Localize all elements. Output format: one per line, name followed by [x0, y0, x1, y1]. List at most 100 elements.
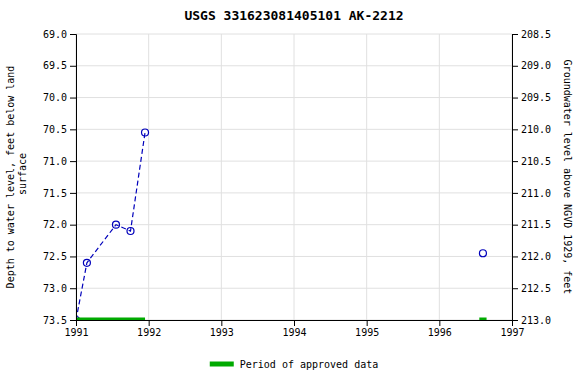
grid-line-x: [221, 34, 222, 320]
tick: 211.0: [512, 188, 551, 199]
grid-line-x: [294, 34, 295, 320]
tick-mark: [512, 256, 518, 257]
tick-mark: [70, 98, 76, 99]
tick-mark: [439, 320, 440, 326]
tick-label: 73.0: [43, 283, 67, 294]
tick: 72.0: [43, 219, 76, 230]
tick-label: 72.0: [43, 219, 67, 230]
tick-label: 1992: [137, 327, 161, 338]
tick-label: 1993: [210, 327, 234, 338]
tick: 213.0: [512, 315, 551, 326]
tick: 1991: [64, 320, 88, 338]
tick: 69.5: [43, 60, 76, 71]
series-point: [83, 259, 90, 266]
axis-line: [70, 35, 77, 321]
tick: 209.0: [512, 60, 551, 71]
tick-mark: [221, 320, 222, 326]
series-point: [479, 250, 486, 257]
tick-mark: [512, 161, 518, 162]
grid-line-x: [366, 34, 367, 320]
grid-line-y: [76, 97, 512, 98]
axis-line: [77, 321, 513, 327]
tick: 70.0: [43, 92, 76, 103]
tick: 70.5: [43, 124, 76, 135]
tick: 211.5: [512, 219, 551, 230]
grid-line-y: [76, 65, 512, 66]
approved-bar: [479, 318, 486, 321]
grid-line-y: [76, 288, 512, 289]
tick-label: 212.5: [521, 283, 551, 294]
tick: 1996: [428, 320, 452, 338]
tick-mark: [70, 129, 76, 130]
tick-label: 212.0: [521, 251, 551, 262]
legend: Period of approved data: [210, 359, 378, 370]
y2-axis-label: Groundwater level above NGVD 1929, feet: [562, 60, 573, 295]
series-point: [142, 129, 149, 136]
tick-mark: [294, 320, 295, 326]
tick-label: 69.0: [43, 29, 67, 40]
tick-mark: [70, 288, 76, 289]
tick: 210.5: [512, 156, 551, 167]
series-point: [112, 221, 119, 228]
plot-area: 1991 1992 1993 1994 1995 1996 1997 69.0 69.5 70.0…: [5, 29, 573, 338]
legend-swatch: [210, 362, 234, 367]
tick-label: 211.5: [521, 219, 551, 230]
tick-label: 208.5: [521, 29, 551, 40]
tick: 71.5: [43, 188, 76, 199]
tick-mark: [367, 320, 368, 326]
tick: 209.5: [512, 92, 551, 103]
marks: [76, 129, 487, 320]
tick-mark: [70, 193, 76, 194]
tick: 71.0: [43, 156, 76, 167]
tick-label: 1991: [64, 327, 88, 338]
tick-label: 213.0: [521, 315, 551, 326]
y2-axis: 213.0 212.5 212.0 211.5 211.0 210.5 210.0 209.5…: [512, 29, 551, 326]
tick-mark: [512, 320, 518, 321]
tick-mark: [70, 256, 76, 257]
chart: 1991 1992 1993 1994 1995 1996 1997 69.0 69.5 70.0…: [0, 0, 576, 384]
tick: 1995: [355, 320, 379, 338]
tick-label: 72.5: [43, 251, 67, 262]
tick-mark: [70, 34, 76, 35]
grid-line-y: [76, 192, 512, 193]
tick: 73.0: [43, 283, 76, 294]
series-point: [127, 228, 134, 235]
tick-mark: [512, 288, 518, 289]
tick-label: 70.5: [43, 124, 67, 135]
legend-label: Period of approved data: [240, 359, 378, 370]
tick-label: 70.0: [43, 92, 67, 103]
grid-line-x: [439, 34, 440, 320]
grid-line-y: [76, 34, 512, 35]
y-axis: 69.069.570.070.571.071.572.072.573.073.5: [43, 29, 77, 326]
x-axis: 1991 1992 1993 1994 1995 1996 1997: [64, 320, 524, 338]
series-line: [76, 133, 145, 320]
tick-mark: [70, 225, 76, 226]
approved-bar: [76, 318, 145, 321]
tick: 208.5: [512, 29, 551, 40]
title: USGS 331623081405101 AK-2212: [184, 8, 403, 23]
tick: 212.5: [512, 283, 551, 294]
tick-mark: [512, 34, 518, 35]
tick: 1992: [137, 320, 161, 338]
grid-line-y: [76, 224, 512, 225]
tick-label: 71.5: [43, 188, 67, 199]
tick: 69.0: [43, 29, 76, 40]
tick-label: 209.0: [521, 60, 551, 71]
grid: [76, 34, 512, 320]
tick-label: 1997: [500, 327, 524, 338]
tick-mark: [512, 225, 518, 226]
y-axis-label: Depth to water level, feet below land su…: [5, 66, 28, 289]
grid-line-y: [76, 129, 512, 130]
tick-label: 71.0: [43, 156, 67, 167]
tick: 1993: [210, 320, 234, 338]
tick-mark: [70, 320, 76, 321]
tick-label: 1994: [282, 327, 306, 338]
tick-label: 1995: [355, 327, 379, 338]
tick: 212.0: [512, 251, 551, 262]
tick-mark: [70, 161, 76, 162]
tick-mark: [70, 66, 76, 67]
tick: 210.0: [512, 124, 551, 135]
tick-mark: [512, 129, 518, 130]
tick: 72.5: [43, 251, 76, 262]
tick-mark: [512, 193, 518, 194]
